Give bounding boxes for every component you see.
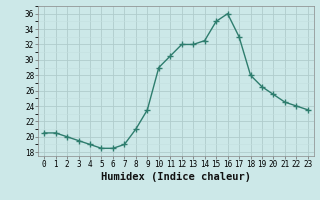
X-axis label: Humidex (Indice chaleur): Humidex (Indice chaleur) — [101, 172, 251, 182]
